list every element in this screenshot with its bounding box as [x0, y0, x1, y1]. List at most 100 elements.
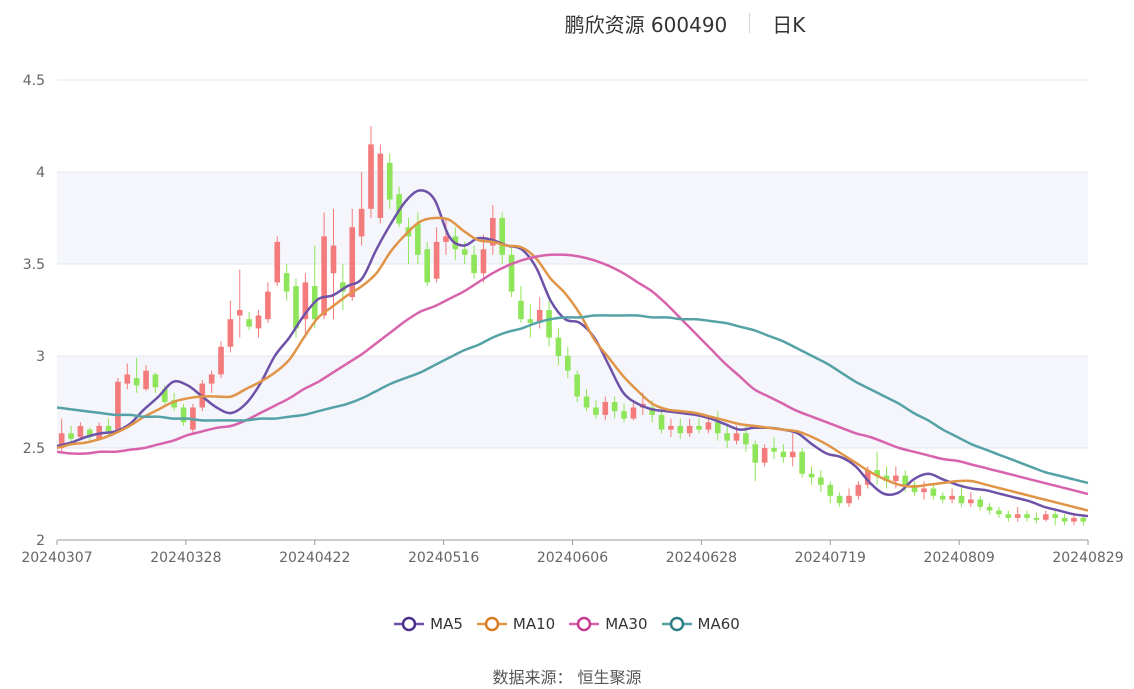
- candle-body: [930, 488, 937, 496]
- candle-body: [621, 411, 627, 419]
- candle-body: [218, 346, 224, 375]
- candle-body: [508, 254, 515, 292]
- candle-body: [1071, 517, 1077, 522]
- candle-body: [518, 300, 524, 320]
- candle-body: [236, 310, 243, 316]
- candle-body: [864, 470, 871, 485]
- candle-body: [143, 370, 149, 390]
- candle-body: [171, 400, 177, 408]
- candle-body: [630, 407, 637, 419]
- candle-body: [686, 425, 693, 434]
- candle-body: [968, 499, 974, 504]
- candle-body: [302, 282, 309, 320]
- stock-title: 鹏欣资源 600490: [564, 12, 728, 37]
- chart-title: 鹏欣资源 600490 日K: [0, 9, 1134, 37]
- candle-body: [846, 495, 852, 504]
- legend-item-ma60[interactable]: MA60: [661, 615, 740, 633]
- candle-body: [180, 407, 187, 423]
- candle-body: [696, 425, 702, 430]
- legend-swatch-ma60: [661, 616, 692, 632]
- candle-body: [246, 319, 252, 327]
- candle-body: [818, 477, 824, 485]
- candle-body: [536, 310, 543, 323]
- candle-body: [986, 506, 993, 511]
- candle-body: [593, 407, 599, 415]
- ma30-line: [56, 253, 1089, 496]
- y-tick-label: 4.5: [23, 73, 45, 89]
- candle-body: [724, 433, 730, 441]
- x-tick-label: 20240307: [21, 550, 92, 566]
- candle-body: [86, 429, 93, 437]
- ma5-line: [56, 189, 1089, 518]
- candle-body: [677, 425, 684, 434]
- candle-body: [490, 218, 496, 246]
- candle-body: [1024, 514, 1030, 518]
- x-tick-label: 20240422: [279, 550, 350, 566]
- candle-body: [133, 378, 140, 386]
- legend: MA5 MA10 MA30 MA60: [0, 613, 1134, 635]
- candle-body: [208, 374, 215, 384]
- candle-body: [255, 315, 262, 329]
- candle-body: [611, 402, 618, 412]
- legend-item-ma10[interactable]: MA10: [476, 615, 556, 633]
- candle-body: [565, 356, 571, 371]
- legend-item-ma30[interactable]: MA30: [569, 615, 648, 633]
- legend-label-ma10: MA10: [512, 615, 556, 633]
- legend-item-ma5[interactable]: MA5: [394, 615, 463, 633]
- candle-body: [77, 425, 84, 437]
- candle-body: [939, 495, 946, 500]
- candle-body: [321, 236, 327, 316]
- candle-body: [386, 162, 393, 200]
- candle-body: [771, 448, 777, 452]
- legend-swatch-ma5: [394, 616, 425, 632]
- legend-label-ma60: MA60: [697, 615, 740, 633]
- period-label: 日K: [772, 12, 806, 37]
- candle-body: [415, 223, 421, 255]
- candle-body: [574, 374, 580, 397]
- legend-swatch-ma30: [569, 616, 600, 632]
- candle-body: [1043, 514, 1049, 520]
- candle-body: [714, 422, 721, 434]
- y-tick-label: 2: [36, 533, 45, 549]
- candle-body: [115, 381, 121, 430]
- candle-body: [743, 433, 749, 445]
- grid-band: [57, 356, 1088, 448]
- x-tick-label: 20240628: [666, 550, 737, 566]
- candle-body: [1061, 517, 1068, 522]
- candle-body: [902, 475, 909, 485]
- candle-body: [893, 475, 899, 482]
- candle-body: [649, 407, 655, 415]
- candle-body: [433, 241, 440, 279]
- candle-body: [668, 425, 674, 430]
- candle-body: [602, 402, 609, 415]
- x-tick-label: 20240809: [923, 550, 994, 566]
- candle-body: [68, 433, 74, 439]
- candle-body: [58, 433, 65, 448]
- candle-body: [827, 484, 834, 496]
- candle-body: [808, 473, 815, 478]
- legend-label-ma30: MA30: [605, 615, 648, 633]
- candle-body: [105, 425, 112, 432]
- candle-body: [274, 241, 281, 283]
- kline-chart: 2 2.5 3 3.5 4 4.5 20240307 20240328 20240422 2024…: [21, 73, 1123, 566]
- candle-body: [330, 245, 337, 274]
- x-tick-label: 20240328: [150, 550, 221, 566]
- candle-body: [836, 495, 843, 504]
- candle-body: [527, 319, 534, 323]
- candle-body: [658, 414, 665, 430]
- candle-body: [358, 208, 365, 237]
- x-tick-label: 20240516: [408, 550, 479, 566]
- candle-body: [583, 396, 590, 408]
- candle-body: [461, 249, 468, 255]
- candle-body: [227, 319, 234, 347]
- candle-body: [921, 488, 927, 493]
- candle-body: [161, 389, 168, 402]
- candle-body: [480, 249, 487, 274]
- candle-body: [555, 337, 562, 356]
- ma10-line: [56, 216, 1089, 512]
- candle-body: [283, 273, 290, 292]
- title-separator: [749, 13, 751, 33]
- candle-body: [340, 282, 346, 292]
- legend-label-ma5: MA5: [430, 615, 463, 633]
- y-tick-label: 3.5: [23, 257, 45, 273]
